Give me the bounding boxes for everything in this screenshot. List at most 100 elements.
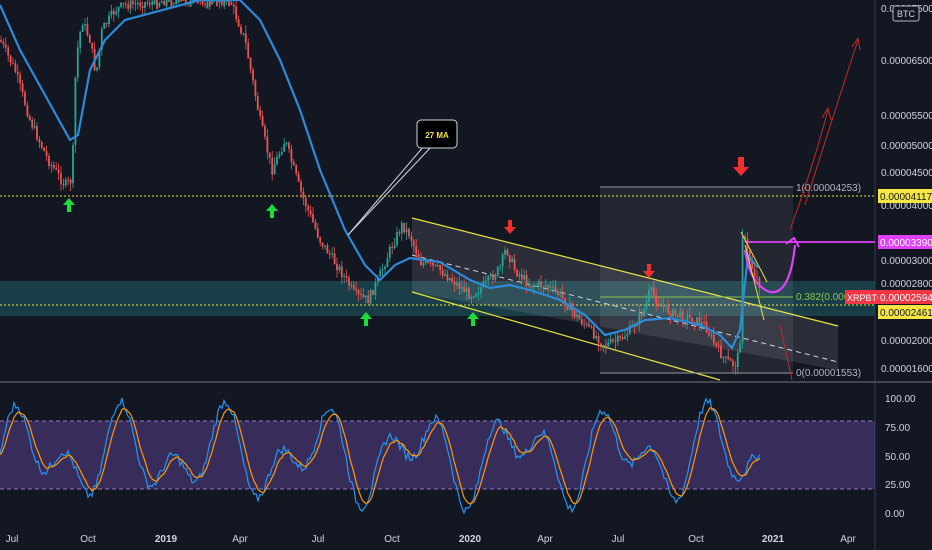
candle-body	[312, 214, 314, 223]
candle-body	[170, 0, 173, 7]
candle-body	[703, 322, 706, 324]
candle-body	[619, 335, 622, 338]
candle-body	[201, 0, 204, 4]
candle-body	[103, 22, 106, 29]
candle-body	[338, 266, 341, 271]
candle-body	[7, 47, 10, 56]
x-tick-label: Jul	[612, 534, 625, 545]
candle-body	[117, 6, 120, 12]
candle-body	[636, 324, 638, 327]
candle-body	[264, 125, 266, 137]
y-axis-area[interactable]	[875, 0, 932, 550]
candle-body	[268, 152, 271, 158]
candle-body	[424, 260, 427, 264]
support-price-text: 0.00002461	[880, 308, 932, 319]
target-price-text: 0.00003390	[880, 238, 932, 249]
candle-body	[235, 6, 238, 20]
candle-body	[273, 164, 276, 175]
candle-body	[547, 285, 550, 288]
candle-body	[4, 44, 7, 48]
candle-body	[720, 345, 722, 359]
candle-body	[242, 33, 245, 35]
candle-body	[309, 210, 312, 215]
candle-body	[698, 317, 701, 326]
candle-body	[218, 0, 221, 3]
candle-body	[600, 343, 602, 346]
candle-body	[192, 0, 194, 1]
candle-body	[470, 296, 473, 300]
y-tick-label: 0.00004500	[881, 168, 932, 179]
green-arrow-2	[266, 204, 278, 218]
candle-body	[672, 309, 674, 317]
candle-body	[43, 147, 46, 152]
stoch-tick-label: 25.00	[885, 480, 910, 491]
candle-body	[177, 0, 180, 4]
candle-body	[228, 0, 230, 7]
candle-body	[626, 333, 629, 337]
y-tick-label: 0.00002800	[881, 279, 932, 290]
candle-body	[50, 164, 53, 167]
candles	[0, 0, 761, 375]
candle-body	[129, 0, 132, 9]
candle-body	[134, 3, 137, 5]
candle-body	[280, 151, 283, 155]
candle-body	[112, 10, 115, 15]
candle-body	[45, 151, 48, 157]
candle-body	[456, 282, 458, 286]
candle-body	[307, 206, 310, 211]
pennant-lines	[740, 231, 768, 321]
candle-body	[732, 360, 734, 366]
ma-callout-box[interactable]	[416, 119, 458, 149]
candle-body	[487, 276, 490, 281]
channel-lower-line[interactable]	[411, 291, 721, 381]
red-arrow-1	[504, 220, 516, 234]
candle-body	[252, 69, 254, 81]
candle-body	[484, 280, 487, 283]
x-tick-label: Apr	[840, 534, 856, 545]
candle-body	[163, 1, 166, 6]
stoch-rsi-k-line[interactable]	[0, 397, 761, 515]
candle-body	[417, 254, 420, 261]
candle-body	[57, 169, 60, 174]
candle-body	[501, 254, 504, 267]
fib-label-top: 1(0.00004253)	[796, 183, 861, 194]
ma-27-line[interactable]	[0, 0, 759, 350]
candle-body	[609, 339, 612, 343]
candle-body	[657, 303, 660, 306]
candle-body	[216, 0, 218, 7]
candle-body	[256, 96, 259, 110]
candle-body	[566, 305, 569, 310]
candle-body	[372, 289, 374, 295]
candle-body	[12, 62, 14, 64]
candle-body	[758, 277, 761, 288]
stoch-tick-label: 100.00	[885, 394, 916, 405]
candle-body	[727, 356, 730, 360]
candle-body	[26, 105, 29, 117]
stoch-rsi-d-line[interactable]	[0, 406, 761, 505]
candle-body	[38, 139, 41, 142]
fib-retracement-box[interactable]	[600, 187, 793, 373]
y-tick-label: 0.00005500	[881, 111, 932, 122]
candle-body	[741, 236, 744, 343]
candle-body	[542, 286, 545, 288]
candle-body	[638, 312, 641, 325]
x-tick-label: 2019	[155, 534, 178, 545]
candle-body	[355, 288, 358, 291]
candle-body	[184, 0, 187, 5]
candle-body	[283, 143, 286, 152]
candle-body	[254, 80, 257, 97]
candle-body	[386, 258, 389, 267]
candle-body	[261, 115, 264, 126]
currency-badge[interactable]	[892, 5, 920, 22]
candle-body	[211, 0, 214, 5]
candle-body	[100, 28, 103, 50]
candle-body	[288, 142, 290, 149]
candle-body	[662, 305, 665, 307]
candle-body	[331, 253, 334, 255]
candle-body	[496, 266, 499, 276]
candle-body	[554, 286, 557, 291]
candle-body	[79, 31, 82, 48]
channel-upper-line[interactable]	[411, 217, 839, 327]
price-pane[interactable]	[0, 0, 875, 382]
